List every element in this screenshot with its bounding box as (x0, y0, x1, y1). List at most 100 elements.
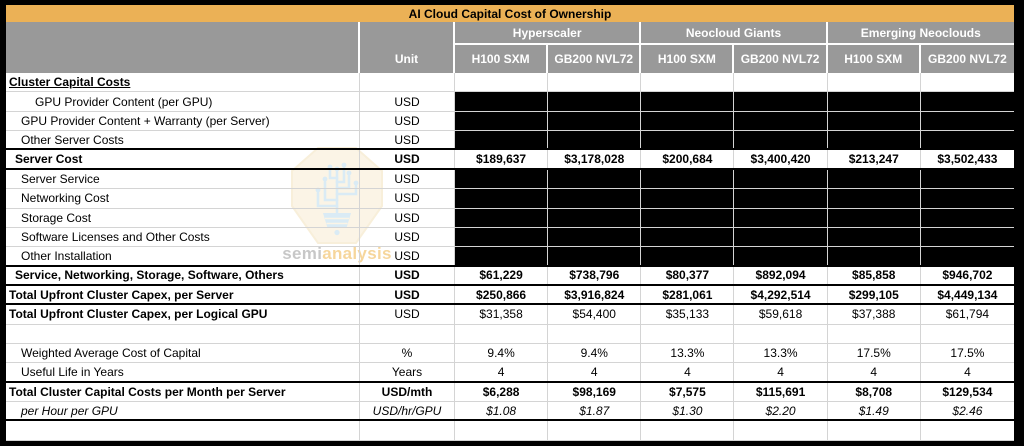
value-cell: 13.3% (641, 344, 735, 363)
redacted-cell (548, 169, 642, 189)
redacted-cell (455, 227, 549, 247)
unit-cell: USD (360, 169, 455, 189)
value-cell (734, 73, 828, 92)
redacted-cell (548, 92, 642, 111)
redacted-cell (548, 208, 642, 227)
redacted-cell (455, 189, 549, 208)
value-cell: $85,858 (828, 266, 921, 284)
value-cell (734, 421, 828, 440)
column-group-header: Emerging Neoclouds (827, 22, 1014, 45)
column-subheader: H100 SXM (455, 45, 549, 73)
value-cell: $1.49 (828, 402, 921, 420)
column-group-header: Neocloud Giants (641, 22, 828, 45)
table-row: Server Cost USD $189,637 $3,178,028 $200,684… (6, 150, 1014, 170)
value-cell: $2.46 (952, 403, 983, 418)
row-label: Networking Cost (6, 189, 360, 208)
unit-cell: USD (360, 266, 455, 284)
value-cell: $35,133 (641, 305, 735, 324)
value-cell: $4,292,514 (734, 285, 828, 304)
redacted-cell (827, 92, 921, 111)
value-cell: $6,288 (455, 382, 549, 402)
table-body: Cluster Capital Costs GPU Provider Conten… (6, 73, 1014, 441)
value-cell (828, 324, 921, 344)
value-cell (455, 324, 549, 344)
table-title: AI Cloud Capital Cost of Ownership (6, 5, 1014, 22)
row-label: Cluster Capital Costs (6, 73, 360, 92)
row-label: Total Upfront Cluster Capex, per Server (6, 285, 360, 304)
value-cell: $281,061 (641, 285, 735, 304)
value-cell: $892,094 (734, 266, 828, 284)
redacted-cell (827, 208, 921, 227)
redacted-cell (827, 131, 921, 149)
redacted-cell (734, 131, 828, 149)
value-cell: $3,502,433 (937, 152, 998, 167)
redacted-cell (455, 208, 549, 227)
value-cell (921, 325, 1014, 343)
value-cell (921, 73, 1014, 91)
table-row: Server Service USD (6, 169, 1014, 190)
value-cell: $129,534 (942, 384, 993, 399)
value-cell (734, 324, 828, 344)
unit-cell: USD (360, 189, 455, 208)
column-subheader: H100 SXM (827, 45, 921, 73)
value-cell: $61,794 (945, 307, 990, 322)
value-cell: $4,449,134 (937, 287, 998, 302)
value-cell: $115,691 (734, 382, 828, 402)
row-label: Storage Cost (6, 208, 360, 227)
redacted-cell (641, 111, 735, 131)
value-cell: $59,618 (734, 305, 828, 324)
value-cell: $3,178,028 (548, 150, 642, 168)
unit-cell: USD (360, 92, 455, 111)
redacted-cell (455, 247, 549, 265)
value-cell: 4 (641, 363, 735, 381)
value-cell (548, 324, 642, 344)
row-label: Server Cost (6, 150, 360, 168)
unit-cell: USD (360, 150, 455, 168)
value-cell: 9.4% (455, 344, 549, 363)
row-label: Total Upfront Cluster Capex, per Logical… (6, 305, 360, 324)
redacted-cell (920, 208, 1014, 227)
table-row: Cluster Capital Costs (6, 73, 1014, 93)
redacted-cell (455, 131, 549, 149)
value-cell: $54,400 (548, 305, 642, 324)
unit-cell: % (360, 344, 455, 363)
redacted-cell (920, 92, 1014, 111)
redacted-cell (641, 227, 735, 247)
value-cell: $213,247 (828, 150, 921, 168)
table-row: Useful Life in Years Years 4 4 4 4 4 4 (6, 363, 1014, 383)
unit-cell: Years (360, 363, 455, 381)
table-row: Total Cluster Capital Costs per Month pe… (6, 382, 1014, 403)
column-subheader: H100 SXM (641, 45, 735, 73)
value-cell: $7,575 (641, 382, 735, 402)
row-label (6, 421, 360, 440)
redacted-cell (548, 189, 642, 208)
value-cell: $3,400,420 (734, 150, 828, 168)
value-cell (455, 73, 549, 92)
unit-cell: USD/mth (360, 382, 455, 402)
row-label: GPU Provider Content + Warranty (per Ser… (6, 111, 360, 131)
value-cell (641, 73, 735, 92)
redacted-cell (920, 227, 1014, 247)
unit-cell (360, 324, 455, 344)
value-cell: 4 (734, 363, 828, 381)
redacted-cell (734, 189, 828, 208)
value-cell: 4 (964, 365, 971, 380)
table-row: GPU Provider Content (per GPU) USD (6, 92, 1014, 112)
table-row: Total Upfront Cluster Capex, per Server U… (6, 285, 1014, 306)
table-row: Other Installation USD (6, 247, 1014, 267)
unit-column-header: Unit (360, 22, 455, 73)
row-label: Server Service (6, 169, 360, 189)
value-cell: 9.4% (548, 344, 642, 363)
unit-cell: USD (360, 305, 455, 324)
table-row: per Hour per GPU USD/hr/GPU $1.08 $1.87 $1.3… (6, 402, 1014, 422)
unit-cell: USD (360, 247, 455, 265)
value-cell: 4 (455, 363, 549, 381)
unit-cell: USD (360, 131, 455, 149)
redacted-cell (455, 92, 549, 111)
redacted-cell (641, 208, 735, 227)
row-label: Service, Networking, Storage, Software, … (6, 266, 360, 284)
value-cell: $1.30 (641, 402, 735, 420)
redacted-cell (641, 169, 735, 189)
redacted-cell (641, 92, 735, 111)
unit-cell (360, 421, 455, 440)
